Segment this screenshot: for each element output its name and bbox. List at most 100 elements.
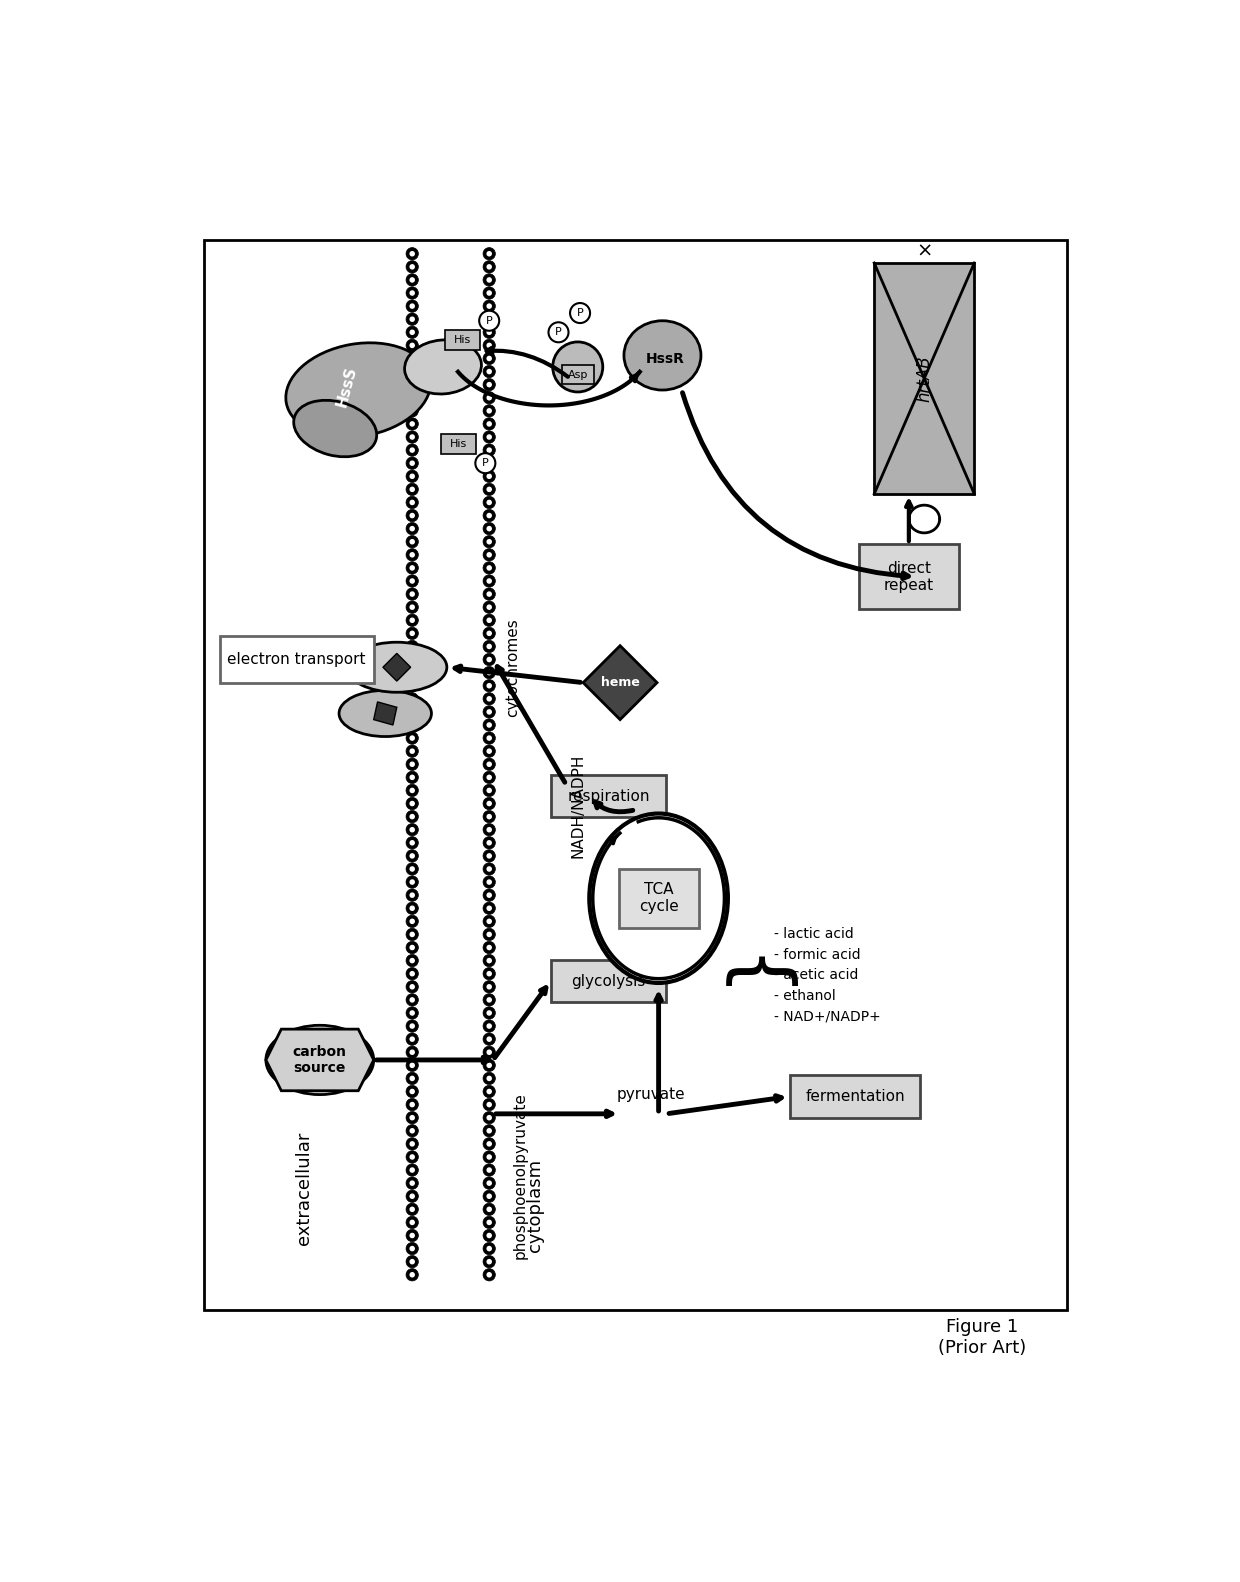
Circle shape xyxy=(486,1076,492,1081)
Circle shape xyxy=(409,1024,415,1028)
Circle shape xyxy=(409,369,415,375)
Circle shape xyxy=(409,1220,415,1224)
Circle shape xyxy=(486,1180,492,1186)
Circle shape xyxy=(486,1128,492,1134)
Circle shape xyxy=(405,601,418,614)
Circle shape xyxy=(548,323,568,342)
Circle shape xyxy=(484,770,495,783)
Circle shape xyxy=(484,981,495,993)
Circle shape xyxy=(484,261,495,274)
Circle shape xyxy=(405,862,418,875)
Circle shape xyxy=(409,657,415,663)
Circle shape xyxy=(486,644,492,649)
Circle shape xyxy=(484,1242,495,1255)
Circle shape xyxy=(484,483,495,495)
Circle shape xyxy=(484,301,495,312)
Circle shape xyxy=(486,631,492,636)
Circle shape xyxy=(405,876,418,888)
Circle shape xyxy=(484,929,495,941)
Ellipse shape xyxy=(265,1025,373,1095)
Circle shape xyxy=(486,1036,492,1043)
Circle shape xyxy=(484,326,495,339)
Circle shape xyxy=(486,997,492,1003)
Circle shape xyxy=(475,452,495,473)
Circle shape xyxy=(486,853,492,859)
Circle shape xyxy=(409,356,415,361)
Circle shape xyxy=(405,536,418,547)
Circle shape xyxy=(486,867,492,872)
Circle shape xyxy=(486,748,492,755)
Text: carbon
source: carbon source xyxy=(293,1044,347,1076)
Circle shape xyxy=(405,1164,418,1175)
Circle shape xyxy=(484,862,495,875)
Circle shape xyxy=(484,1098,495,1111)
Circle shape xyxy=(486,1088,492,1095)
Circle shape xyxy=(484,680,495,691)
Circle shape xyxy=(409,448,415,452)
Circle shape xyxy=(484,653,495,666)
Circle shape xyxy=(409,761,415,767)
Circle shape xyxy=(409,748,415,755)
Circle shape xyxy=(405,1006,418,1019)
Circle shape xyxy=(405,797,418,810)
Circle shape xyxy=(409,277,415,283)
Circle shape xyxy=(409,1011,415,1016)
Circle shape xyxy=(484,1073,495,1085)
Circle shape xyxy=(409,1128,415,1134)
Circle shape xyxy=(486,1063,492,1068)
Bar xyxy=(874,263,975,494)
Ellipse shape xyxy=(339,690,432,737)
Circle shape xyxy=(486,433,492,440)
Circle shape xyxy=(405,902,418,914)
Circle shape xyxy=(486,539,492,544)
Circle shape xyxy=(405,313,418,326)
Circle shape xyxy=(484,941,495,954)
Circle shape xyxy=(486,761,492,767)
Circle shape xyxy=(409,329,415,335)
Bar xyxy=(551,960,666,1001)
Text: P: P xyxy=(482,459,489,468)
Circle shape xyxy=(486,396,492,400)
Circle shape xyxy=(484,968,495,979)
Circle shape xyxy=(405,732,418,744)
Circle shape xyxy=(486,1168,492,1172)
Circle shape xyxy=(405,941,418,954)
Circle shape xyxy=(484,824,495,835)
Circle shape xyxy=(405,641,418,653)
Circle shape xyxy=(405,286,418,299)
Circle shape xyxy=(409,1101,415,1107)
Circle shape xyxy=(486,1024,492,1028)
Bar xyxy=(404,248,497,1275)
Text: HssR: HssR xyxy=(645,353,684,367)
Circle shape xyxy=(484,274,495,286)
Circle shape xyxy=(405,1098,418,1111)
Circle shape xyxy=(484,785,495,797)
Circle shape xyxy=(405,1150,418,1163)
Circle shape xyxy=(486,813,492,819)
Text: P: P xyxy=(556,327,562,337)
Circle shape xyxy=(405,509,418,522)
Circle shape xyxy=(484,392,495,403)
Circle shape xyxy=(486,1141,492,1147)
Circle shape xyxy=(486,905,492,911)
Circle shape xyxy=(484,1217,495,1229)
Circle shape xyxy=(405,1204,418,1215)
Circle shape xyxy=(486,840,492,845)
Circle shape xyxy=(486,1232,492,1239)
Circle shape xyxy=(486,604,492,611)
Circle shape xyxy=(486,880,492,884)
Circle shape xyxy=(409,853,415,859)
Circle shape xyxy=(484,522,495,535)
Circle shape xyxy=(405,993,418,1006)
Text: direct
repeat: direct repeat xyxy=(884,560,934,593)
Bar xyxy=(619,869,698,927)
Circle shape xyxy=(409,592,415,596)
Circle shape xyxy=(484,706,495,718)
Circle shape xyxy=(409,1259,415,1264)
Circle shape xyxy=(484,876,495,888)
Circle shape xyxy=(409,252,415,256)
Circle shape xyxy=(405,326,418,339)
Circle shape xyxy=(409,957,415,963)
Text: Figure 1
(Prior Art): Figure 1 (Prior Art) xyxy=(937,1318,1027,1356)
Circle shape xyxy=(405,810,418,823)
